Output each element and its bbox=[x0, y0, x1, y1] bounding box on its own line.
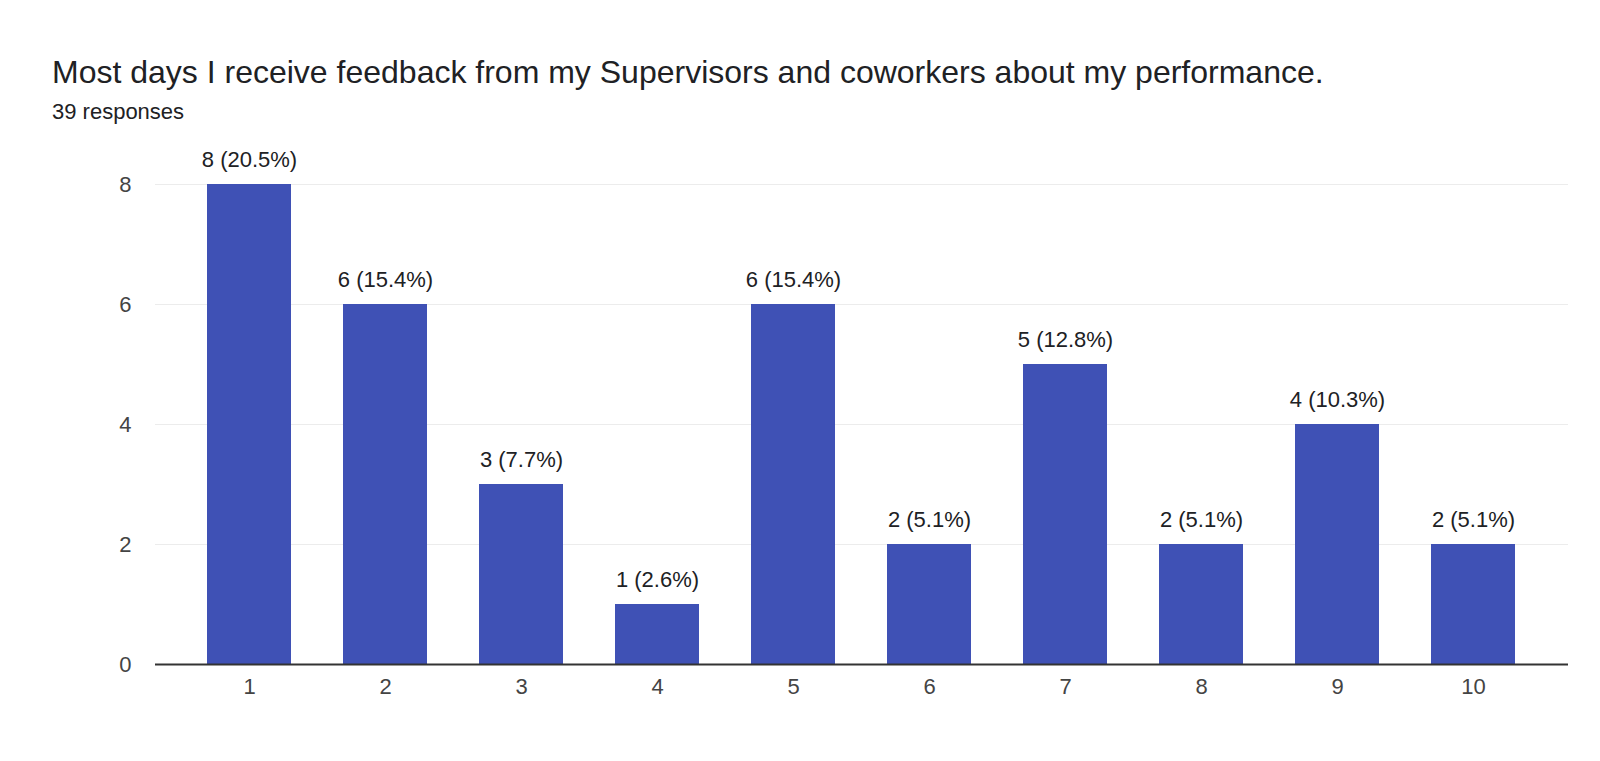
svg-text:1 (2.6%): 1 (2.6%) bbox=[616, 567, 699, 592]
svg-text:6: 6 bbox=[119, 292, 131, 317]
svg-text:5: 5 bbox=[787, 674, 799, 699]
svg-text:6 (15.4%): 6 (15.4%) bbox=[338, 267, 433, 292]
svg-text:3 (7.7%): 3 (7.7%) bbox=[480, 447, 563, 472]
svg-text:8: 8 bbox=[1195, 674, 1207, 699]
svg-text:8 (20.5%): 8 (20.5%) bbox=[202, 147, 297, 172]
svg-text:4: 4 bbox=[119, 412, 131, 437]
svg-text:2: 2 bbox=[379, 674, 391, 699]
svg-text:7: 7 bbox=[1059, 674, 1071, 699]
html-text:39 responses: 39 responses bbox=[52, 99, 185, 124]
svg-text:2: 2 bbox=[119, 532, 131, 557]
svg-text:6 (15.4%): 6 (15.4%) bbox=[746, 267, 841, 292]
svg-text:3: 3 bbox=[515, 674, 527, 699]
html-text:Most days I receive feedback f: Most days I receive feedback from my Sup… bbox=[52, 54, 1324, 90]
svg-text:4 (10.3%): 4 (10.3%) bbox=[1290, 387, 1385, 412]
svg-text:4: 4 bbox=[651, 674, 663, 699]
svg-text:0: 0 bbox=[119, 652, 131, 677]
svg-text:2 (5.1%): 2 (5.1%) bbox=[1432, 507, 1515, 532]
svg-text:10: 10 bbox=[1461, 674, 1485, 699]
svg-text:5 (12.8%): 5 (12.8%) bbox=[1018, 327, 1113, 352]
svg-text:2 (5.1%): 2 (5.1%) bbox=[888, 507, 971, 532]
svg-text:2 (5.1%): 2 (5.1%) bbox=[1160, 507, 1243, 532]
svg-text:6: 6 bbox=[923, 674, 935, 699]
svg-text:8: 8 bbox=[119, 172, 131, 197]
svg-text:1: 1 bbox=[243, 674, 255, 699]
svg-text:9: 9 bbox=[1331, 674, 1343, 699]
